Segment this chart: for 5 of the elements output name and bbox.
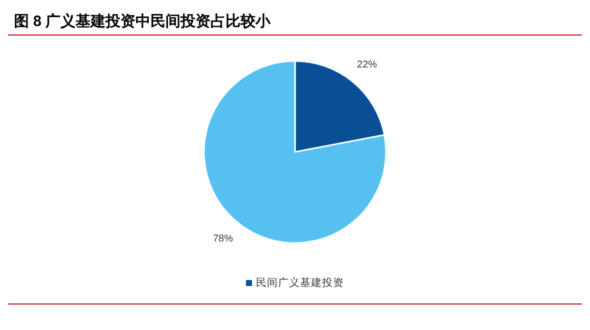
pie-slice xyxy=(203,60,387,244)
chart-title: 图 8 广义基建投资中民间投资占比较小 xyxy=(14,12,272,30)
legend-label: 民间广义基建投资 xyxy=(256,276,344,289)
data-label: 22% xyxy=(357,60,378,71)
data-label: 78% xyxy=(212,234,234,245)
